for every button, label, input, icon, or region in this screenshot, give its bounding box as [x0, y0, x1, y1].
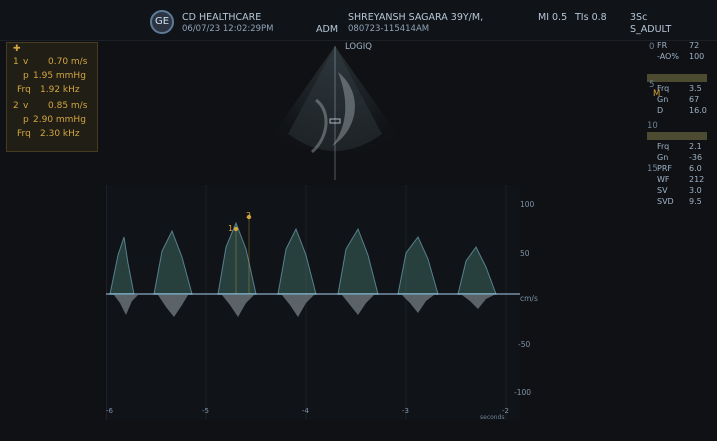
measurement-value: 1.92 kHz: [40, 85, 80, 95]
caliper-label-1: 1: [228, 224, 233, 233]
probe-readout: 3Sc: [630, 12, 648, 23]
param-group-header-2d: [647, 74, 707, 82]
param-row-pw-gn: Gn -36: [657, 153, 703, 162]
measurement-label: Frq: [17, 85, 31, 95]
param-row-fr: FR 72: [657, 41, 700, 50]
time-mark-6: -6: [106, 407, 114, 415]
depth-marker-icon: M: [653, 89, 661, 99]
param-group-header-doppler: [647, 132, 707, 140]
scale-minus-100: -100: [514, 388, 532, 397]
measurement-label: p: [23, 115, 29, 125]
patient-id: 080723-115414AM: [348, 24, 430, 34]
scale-unit: cm/s: [520, 294, 538, 303]
time-axis-unit: seconds: [480, 414, 505, 421]
measurement-row-3: Frq 1.92 kHz: [13, 85, 97, 97]
measurement-value: 0.85 m/s: [48, 101, 88, 111]
param-row-ao: -AO% 100: [657, 52, 705, 61]
measurement-row-4: 2 v 0.85 m/s: [13, 101, 97, 113]
caliper-label-2: 2: [246, 211, 251, 220]
logiq-logo-text: LOGIQ: [345, 42, 372, 52]
measurement-row-1: 1 v 0.70 m/s: [13, 57, 97, 69]
pw-doppler-spectrum: 1 2 -6 -5 -4 -3 -2: [106, 185, 520, 420]
measurement-label: v: [23, 57, 29, 67]
time-mark-2: -2: [502, 407, 509, 415]
measurement-value: 1.95 mmHg: [33, 71, 86, 81]
param-row-pw-wf: WF 212: [657, 175, 705, 184]
mi-readout: MI 0.5: [538, 12, 568, 23]
param-row-2d-frq: Frq 3.5: [657, 84, 702, 93]
measurement-label: Frq: [17, 129, 31, 139]
measurement-row-6: Frq 2.30 kHz: [13, 129, 97, 141]
tis-readout: TIs 0.8: [575, 12, 607, 23]
depth-mark-5: 5: [649, 80, 655, 90]
time-mark-5: -5: [202, 407, 209, 415]
datetime-text: 06/07/23 12:02:29PM: [182, 24, 274, 34]
patient-name: SHREYANSH SAGARA 39Y/M,: [348, 12, 484, 23]
measurement-label: p: [23, 71, 29, 81]
measurement-row-5: p 2.90 mmHg: [13, 115, 97, 127]
echo-sector-image: [266, 46, 404, 180]
brand-text: CD HEALTHCARE: [182, 12, 262, 23]
sample-volume-marker: [329, 118, 341, 124]
measurement-panel: ✚ 1 v 0.70 m/s p 1.95 mmHg Frq 1.92 kHz …: [6, 42, 98, 152]
measurement-title-row: ✚: [13, 44, 97, 56]
time-mark-4: -4: [302, 407, 310, 415]
depth-mark-15: 15: [647, 164, 658, 174]
measurement-row-2: p 1.95 mmHg: [13, 71, 97, 83]
mode-text: ADM: [316, 24, 339, 35]
top-header-bar: GE CD HEALTHCARE 06/07/23 12:02:29PM ADM…: [0, 0, 717, 41]
measurement-index: 2: [13, 101, 19, 111]
measurement-value: 2.30 kHz: [40, 129, 80, 139]
measurement-value: 2.90 mmHg: [33, 115, 86, 125]
doppler-calipers: [233, 214, 252, 294]
scale-50: 50: [520, 249, 530, 258]
measurement-label: v: [23, 101, 29, 111]
measurement-index: 1: [13, 57, 19, 67]
depth-mark-10: 10: [647, 121, 658, 131]
param-row-2d-d: D 16.0: [657, 106, 707, 115]
param-row-2d-gn: Gn 67: [657, 95, 700, 104]
param-row-pw-frq: Frq 2.1: [657, 142, 702, 151]
preset-readout: S_ADULT: [630, 24, 672, 35]
scale-minus-50: -50: [518, 340, 531, 349]
param-row-pw-prf: PRF 6.0: [657, 164, 702, 173]
ge-logo-icon: GE: [150, 10, 174, 34]
crosshair-icon: ✚: [13, 44, 21, 54]
parameter-panel: FR 72 -AO% 100 Frq 3.5 Gn 67 D 16.0 Frq …: [647, 40, 717, 220]
param-row-pw-sv: SV 3.0: [657, 186, 702, 195]
param-row-pw-svd: SVD 9.5: [657, 197, 702, 206]
depth-mark-0: 0: [649, 42, 655, 52]
time-mark-3: -3: [402, 407, 409, 415]
scale-100: 100: [520, 200, 535, 209]
measurement-value: 0.70 m/s: [48, 57, 88, 67]
